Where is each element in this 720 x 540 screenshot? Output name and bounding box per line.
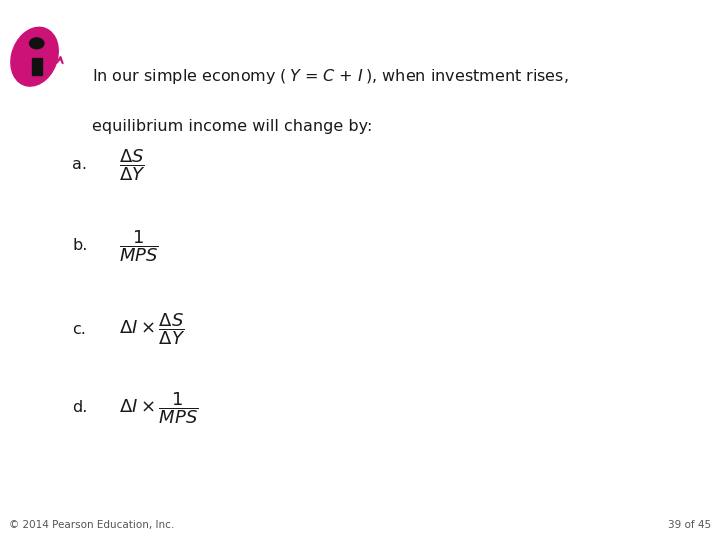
Text: a.: a.	[72, 157, 87, 172]
Circle shape	[30, 38, 44, 49]
Text: equilibrium income will change by:: equilibrium income will change by:	[92, 119, 372, 134]
Text: $\dfrac{\Delta S}{\Delta Y}$: $\dfrac{\Delta S}{\Delta Y}$	[119, 147, 145, 183]
Text: © 2014 Pearson Education, Inc.: © 2014 Pearson Education, Inc.	[9, 520, 174, 530]
Text: 39 of 45: 39 of 45	[668, 520, 711, 530]
Ellipse shape	[11, 28, 58, 86]
Text: In our simple economy ( $Y$ = $C$ + $I$ ), when investment rises,: In our simple economy ( $Y$ = $C$ + $I$ …	[92, 68, 569, 86]
Text: b.: b.	[72, 238, 87, 253]
Text: $\Delta I \times \dfrac{1}{MPS}$: $\Delta I \times \dfrac{1}{MPS}$	[119, 390, 198, 426]
Text: $\dfrac{1}{MPS}$: $\dfrac{1}{MPS}$	[119, 228, 158, 264]
Text: d.: d.	[72, 400, 87, 415]
Text: c.: c.	[72, 322, 86, 337]
Bar	[32, 58, 42, 75]
Text: $\Delta I \times \dfrac{\Delta S}{\Delta Y}$: $\Delta I \times \dfrac{\Delta S}{\Delta…	[119, 312, 185, 347]
